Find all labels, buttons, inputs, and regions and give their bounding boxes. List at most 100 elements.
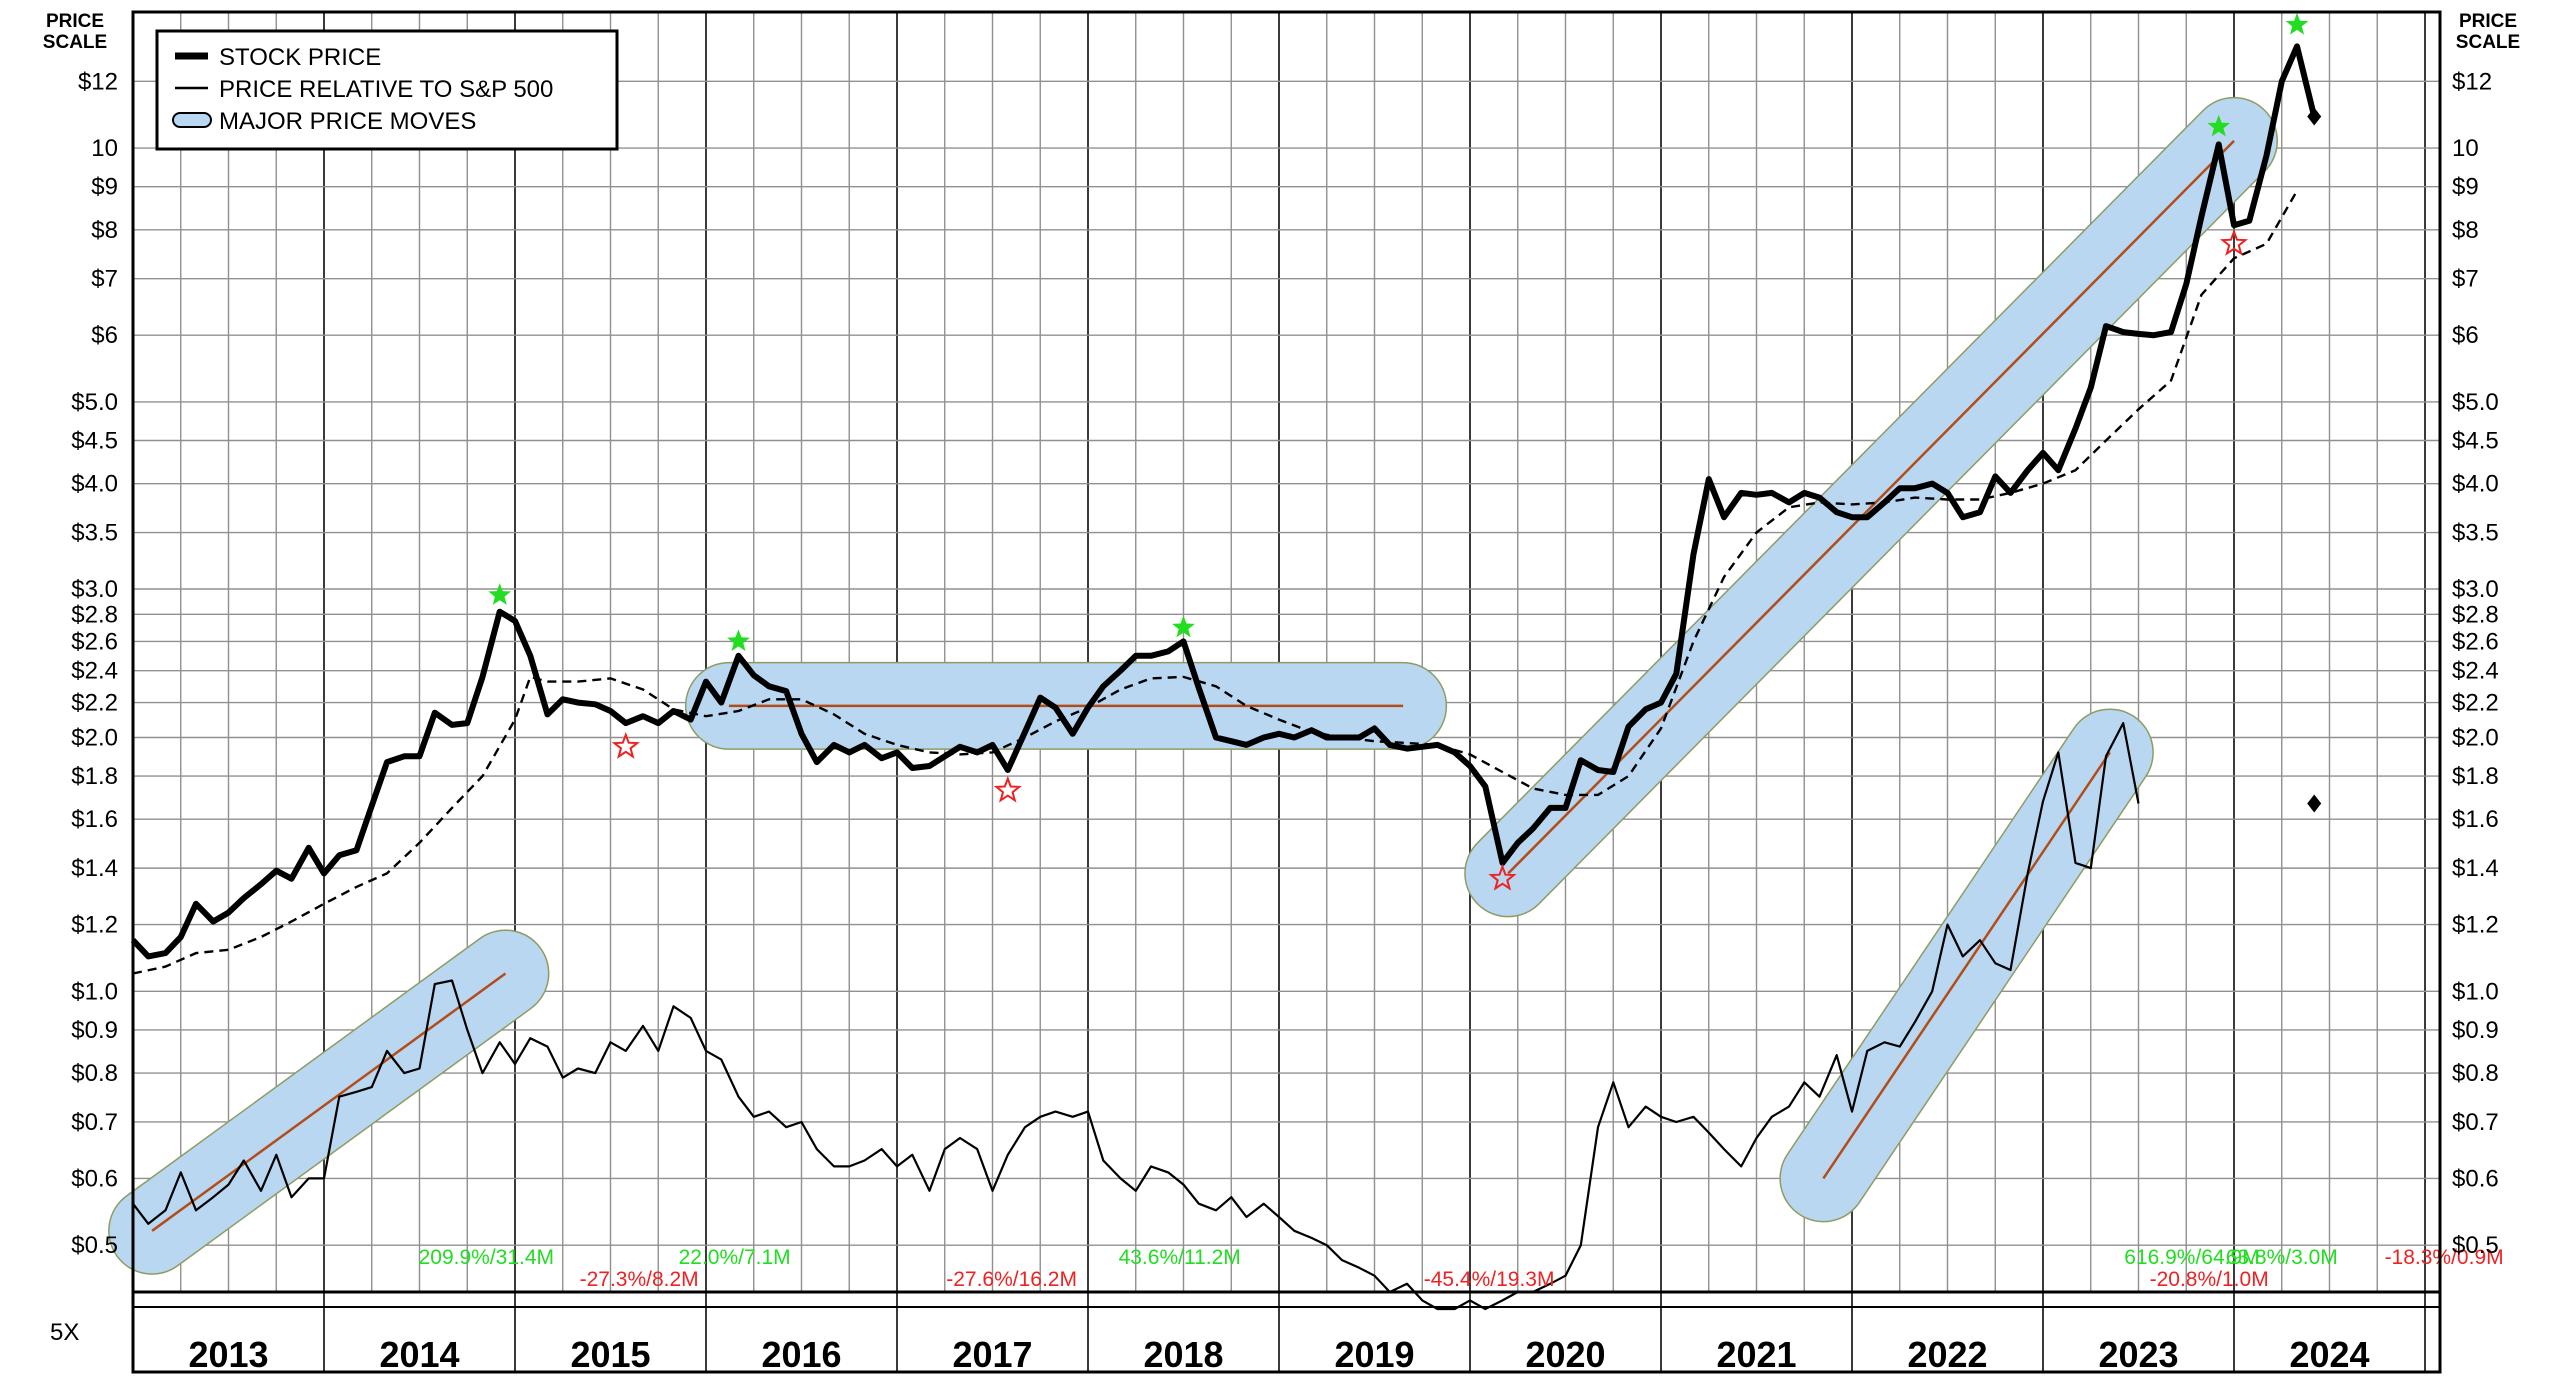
plot-border [131,10,2442,1374]
y-tick-label-left: $4.0 [71,471,118,498]
y-tick-label-left: $12 [78,68,118,95]
relative-strength-line [132,722,2140,1311]
y-tick-label-left: $4.5 [71,428,118,455]
y-tick-label-left: $3.0 [71,576,118,603]
y-tick-label-right: $0.7 [2452,1109,2499,1136]
peak-star-icon [2285,12,2309,35]
y-tick-label-right: $0.9 [2452,1017,2499,1044]
y-tick-label-left: $5.0 [71,389,118,416]
trough-star-icon [2219,228,2249,256]
bottom-left-label: 5X [50,1319,79,1346]
y-tick-label-right: $1.2 [2452,912,2499,939]
major-move-trendline [1822,751,2111,1180]
legend-label-relative: PRICE RELATIVE TO S&P 500 [219,76,553,103]
trough-star-icon [993,775,1022,803]
y-tick-label-left: $1.2 [71,912,118,939]
y-tick-label-left: $0.7 [71,1109,118,1136]
y-tick-label-right: $3.0 [2452,576,2499,603]
y-tick-label-left: $0.8 [71,1060,118,1087]
major-move-trendline [1507,139,2235,875]
y-tick-label-left: $6 [91,322,118,349]
peak-star-icon [1172,615,1195,638]
y-tick-label-right: $7 [2452,266,2479,293]
y-tick-label-right: $1.8 [2452,763,2499,790]
year-label: 2015 [570,1334,650,1375]
right-scale-title-line1: PRICE [2459,11,2517,32]
y-tick-label-left: $0.6 [71,1165,118,1192]
move-annotation: 43.6%/11.2M [1119,1246,1241,1269]
year-label: 2024 [2289,1334,2369,1375]
move-annotation: 22.0%/7.1M [679,1246,791,1269]
y-tick-label-left: $0.9 [71,1017,118,1044]
major-move-trendline [151,972,507,1232]
y-tick-label-right: $2.2 [2452,690,2499,717]
legend-box [155,29,619,151]
year-label: 2021 [1716,1334,1796,1375]
move-annotation: 63.8%/3.0M [2226,1246,2338,1269]
series-lines [130,43,2318,1311]
y-tick-label-right: $2.8 [2452,601,2499,628]
y-tick-label-right: $4.5 [2452,428,2499,455]
move-annotation: -27.3%/8.2M [580,1268,699,1291]
peak-star-icon [727,629,750,652]
year-label: 2019 [1334,1334,1414,1375]
end-diamond-icon [2307,794,2322,813]
legend-label-stock-price: STOCK PRICE [219,44,381,71]
move-annotation: 209.9%/31.4M [419,1246,554,1269]
y-tick-label-right: $2.6 [2452,628,2499,655]
move-annotation: -20.8%/1.0M [2150,1268,2269,1291]
move-annotation: -45.4%/19.3M [1424,1268,1555,1291]
chart-frame [131,10,2442,1374]
y-tick-label-right: $9 [2452,174,2479,201]
axes: PRICE SCALE PRICE SCALE 5X $12 $12 10 10 $9 $… [43,11,2520,1375]
move-annotation: 616.9%/64.9M [2124,1246,2259,1269]
y-tick-label-right: $2.0 [2452,724,2499,751]
y-tick-label-right: $1.4 [2452,855,2499,882]
stock-price-line [130,43,2318,960]
year-label: 2022 [1907,1334,1987,1375]
y-tick-label-right: $0.6 [2452,1165,2499,1192]
move-annotation: -27.6%/16.2M [946,1268,1077,1291]
move-annotation: -18.3%/0.9M [2385,1246,2504,1269]
y-tick-label-left: $2.8 [71,601,118,628]
markers [488,12,2322,891]
y-tick-label-left: $9 [91,174,118,201]
legend-label-major-moves: MAJOR PRICE MOVES [219,108,476,135]
y-tick-label-left: $2.4 [71,658,118,685]
y-tick-label-right: $0.8 [2452,1060,2499,1087]
y-tick-label-right: $2.4 [2452,658,2499,685]
y-tick-label-right: $4.0 [2452,471,2499,498]
y-tick-label-right: $8 [2452,217,2479,244]
y-tick-label-right: 10 [2452,135,2479,162]
y-tick-label-left: $1.6 [71,806,118,833]
year-label: 2017 [952,1334,1032,1375]
year-label: 2018 [1143,1334,1223,1375]
legend: STOCK PRICE PRICE RELATIVE TO S&P 500 MA… [155,29,619,151]
left-scale-title-line2: SCALE [43,32,107,53]
y-tick-label-left: $7 [91,266,118,293]
y-tick-label-left: 10 [91,135,118,162]
year-label: 2020 [1525,1334,1605,1375]
year-label: 2016 [761,1334,841,1375]
y-tick-label-right: $6 [2452,322,2479,349]
y-tick-label-right: $1.6 [2452,806,2499,833]
left-scale-title-line1: PRICE [46,11,104,32]
major-price-move-bands [108,96,2278,1275]
trough-star-icon [611,731,640,759]
y-tick-label-left: $0.5 [71,1232,118,1259]
end-diamond-icon [2307,107,2322,126]
y-tick-label-right: $1.0 [2452,978,2499,1005]
y-tick-label-left: $1.0 [71,978,118,1005]
y-tick-label-right: $3.5 [2452,520,2499,547]
y-tick-label-right: $0.5 [2452,1232,2499,1259]
y-tick-label-right: $12 [2452,68,2492,95]
year-label: 2023 [2098,1334,2178,1375]
peak-star-icon [2207,114,2231,137]
trough-star-icon [1488,863,1517,891]
y-tick-label-right: $5.0 [2452,389,2499,416]
y-tick-label-left: $1.4 [71,855,118,882]
year-label: 2013 [188,1334,268,1375]
moving-average-line [132,190,2299,975]
